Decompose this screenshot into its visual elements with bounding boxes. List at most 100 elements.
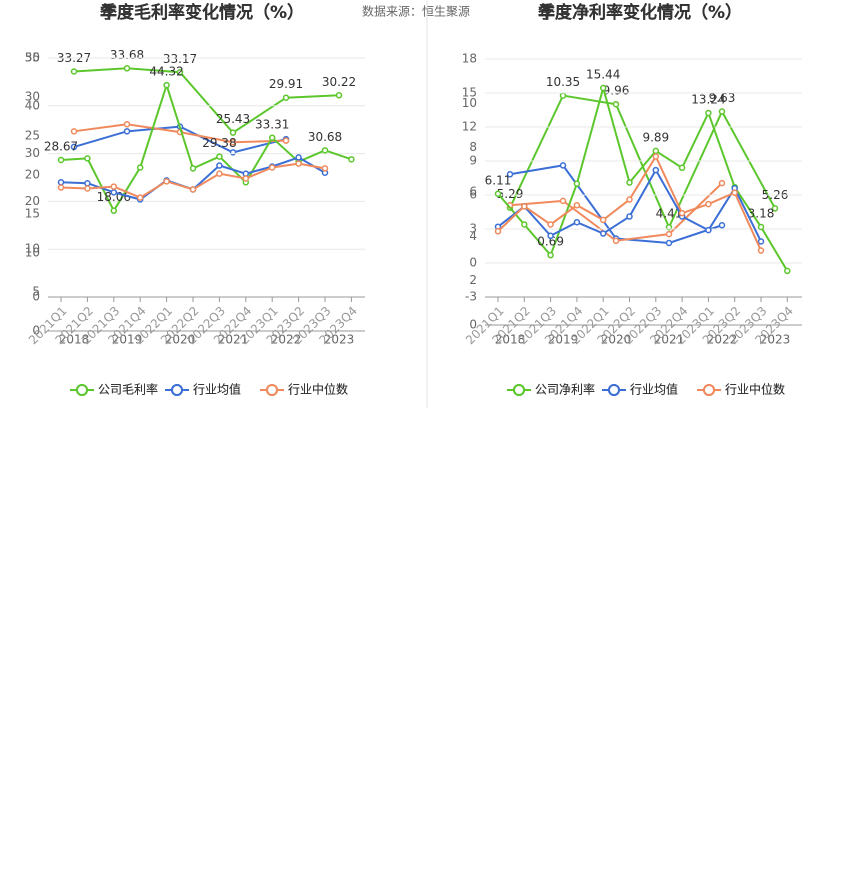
y-tick-label: 0 xyxy=(32,324,40,338)
legend-marker xyxy=(608,384,620,396)
series-line xyxy=(497,84,789,272)
data-point xyxy=(652,153,660,160)
data-point xyxy=(84,179,91,187)
y-tick-label: 12 xyxy=(462,120,477,134)
legend-label: 行业中位数 xyxy=(288,382,348,397)
legend-label: 公司毛利率 xyxy=(98,382,158,397)
data-point xyxy=(626,196,633,203)
y-tick-label: 40 xyxy=(25,98,40,112)
y-tick-label: 20 xyxy=(25,194,40,208)
y-tick-label: 50 xyxy=(25,51,40,65)
y-tick-label: 2 xyxy=(469,273,477,287)
data-point xyxy=(599,216,607,224)
data-label: 9.63 xyxy=(709,91,736,105)
data-label: 29.38 xyxy=(202,136,236,150)
data-label: 15.44 xyxy=(586,68,620,82)
data-point xyxy=(665,223,673,231)
legend-label: 行业均值 xyxy=(630,382,678,397)
data-point xyxy=(348,156,355,163)
data-point xyxy=(295,160,302,167)
data-point xyxy=(718,179,726,187)
data-point xyxy=(123,65,131,72)
y-tick-label: 6 xyxy=(469,188,477,202)
legend-label: 行业均值 xyxy=(193,382,241,397)
data-point xyxy=(229,149,237,156)
legend-marker xyxy=(76,384,88,396)
chart-title: 年度毛利率变化情况（%） xyxy=(100,2,304,23)
data-point xyxy=(123,121,131,128)
y-tick-label: 4 xyxy=(469,229,477,243)
data-point xyxy=(521,203,528,210)
data-label: 33.17 xyxy=(163,52,197,66)
data-label: 4.41 xyxy=(656,207,683,221)
series-line xyxy=(509,164,723,244)
data-point xyxy=(189,186,197,193)
legend-marker xyxy=(266,384,278,396)
data-point xyxy=(84,155,91,162)
data-point xyxy=(718,108,726,115)
data-point xyxy=(573,201,581,209)
data-point xyxy=(268,134,276,142)
data-point xyxy=(665,239,673,247)
data-point xyxy=(612,237,620,245)
data-point xyxy=(705,109,712,117)
legend-label: 行业均值 xyxy=(193,382,241,397)
data-point xyxy=(57,184,65,191)
data-point xyxy=(110,183,118,190)
data-point xyxy=(547,221,554,228)
y-tick-label: 0 xyxy=(32,290,40,304)
data-label: 9.89 xyxy=(642,130,669,144)
series-line xyxy=(509,182,723,242)
data-point xyxy=(70,143,78,151)
data-point xyxy=(216,162,223,169)
y-tick-label: 3 xyxy=(469,222,477,236)
data-label: 28.67 xyxy=(44,139,78,153)
data-point xyxy=(295,154,302,161)
data-point xyxy=(229,129,237,136)
legend-marker xyxy=(171,384,183,396)
source: 数据来源：恒生聚源 xyxy=(362,4,470,19)
y-tick-label: 5 xyxy=(32,285,40,299)
data-point xyxy=(70,68,78,75)
data-point xyxy=(123,128,131,135)
data-point xyxy=(494,228,502,235)
y-tick-label: 15 xyxy=(462,86,477,100)
data-point xyxy=(573,218,581,226)
x-tick-label: 2023 xyxy=(760,333,791,347)
data-point xyxy=(282,94,290,101)
x-tick-label: 2019 xyxy=(112,333,143,347)
data-point xyxy=(705,200,712,208)
y-tick-label: 25 xyxy=(25,129,40,143)
data-point xyxy=(84,185,91,192)
y-tick-label: 10 xyxy=(25,242,40,256)
data-point xyxy=(547,251,554,259)
x-tick-label: 2020 xyxy=(165,333,196,347)
legend-label: 公司毛利率 xyxy=(98,382,158,397)
legend-label: 公司净利率 xyxy=(535,382,595,397)
data-point xyxy=(573,180,581,187)
legend-label: 行业中位数 xyxy=(725,382,785,397)
data-point xyxy=(718,222,726,229)
data-label: 33.68 xyxy=(110,48,144,62)
x-tick-label: 2019 xyxy=(548,333,579,347)
data-point xyxy=(321,165,329,172)
data-label: 13.24 xyxy=(691,92,725,106)
data-point xyxy=(757,223,765,231)
y-tick-label: 35 xyxy=(25,51,40,65)
legend-label: 行业中位数 xyxy=(288,382,348,397)
data-point xyxy=(321,147,329,154)
chart-title: 季度毛利率变化情况（%） xyxy=(100,2,304,23)
data-point xyxy=(665,230,673,238)
x-tick-label: 2022 xyxy=(271,333,302,347)
data-point xyxy=(335,92,343,99)
y-tick-label: 0 xyxy=(469,318,477,332)
data-label: 30.68 xyxy=(308,130,342,144)
y-tick-label: 9 xyxy=(469,154,477,168)
y-tick-label: 15 xyxy=(25,207,40,221)
data-point xyxy=(216,153,223,160)
x-tick-label: 2018 xyxy=(59,333,90,347)
data-point xyxy=(771,205,779,212)
data-point xyxy=(57,179,65,186)
x-tick-label: 2021 xyxy=(218,333,249,347)
